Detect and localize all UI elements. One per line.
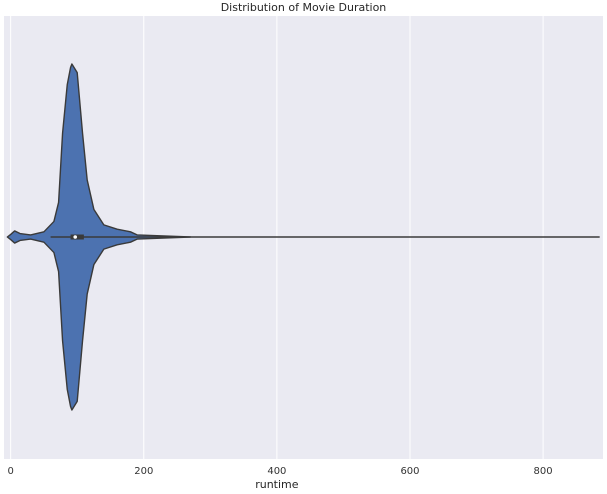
x-tick-labels: 0 200 400 600 800	[7, 466, 552, 477]
violin-inner-box	[50, 234, 600, 240]
x-tick-label: 800	[534, 466, 553, 477]
x-axis-label: runtime	[255, 478, 299, 491]
x-tick-label: 400	[267, 466, 286, 477]
chart-title: Distribution of Movie Duration	[221, 1, 387, 14]
x-tick-label: 0	[7, 466, 13, 477]
iqr-box	[70, 234, 84, 240]
x-tick-label: 200	[134, 466, 153, 477]
x-tick-label: 600	[400, 466, 419, 477]
median-point	[73, 235, 78, 239]
